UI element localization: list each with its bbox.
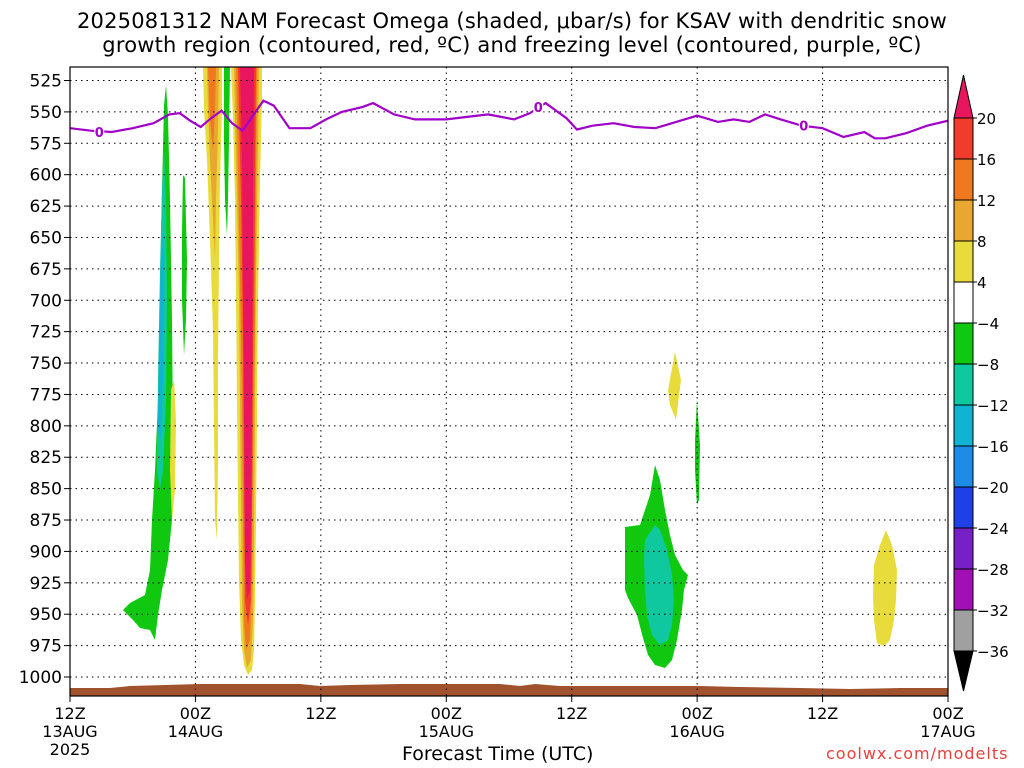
colorbar-cap-top xyxy=(953,74,974,119)
colorbar-label: −36 xyxy=(977,643,1009,661)
chart-title-line1: 2025081312 NAM Forecast Omega (shaded, μ… xyxy=(76,9,948,33)
y-tick-label: 1000 xyxy=(19,668,62,688)
omega-region-pink-main xyxy=(240,67,254,600)
omega-region-green-west xyxy=(123,85,173,640)
colorbar-swatch xyxy=(953,240,974,283)
plot-frame xyxy=(69,66,949,697)
x-tick-label: 12Z xyxy=(807,704,838,723)
colorbar-swatch xyxy=(953,486,974,529)
x-tick-date: 17AUG xyxy=(920,722,975,741)
colorbar-swatch xyxy=(953,322,974,365)
colorbar-label: 20 xyxy=(977,110,996,128)
freezing-level-label-bg xyxy=(798,118,809,132)
y-tick-label: 850 xyxy=(30,480,62,500)
x-tick-label: 00Z xyxy=(180,704,211,723)
colorbar-swatch xyxy=(953,117,974,160)
x-tick-label: 00Z xyxy=(932,704,963,723)
y-tick-label: 675 xyxy=(30,260,62,280)
omega-region-orange2-14aug xyxy=(208,67,216,150)
y-tick-label: 725 xyxy=(30,323,62,343)
y-tick-label: 800 xyxy=(30,417,62,437)
colorbar-label: 12 xyxy=(977,192,996,210)
colorbar-label: 4 xyxy=(977,274,987,292)
x-tick-label: 12Z xyxy=(54,704,85,723)
terrain-surface xyxy=(70,684,948,696)
colorbar-swatch xyxy=(953,199,974,242)
freezing-level-label-bg xyxy=(533,99,544,113)
colorbar-label: −4 xyxy=(977,315,999,333)
colorbar-swatch xyxy=(953,404,974,447)
credit-link[interactable]: coolwx.com/modelts xyxy=(826,744,1009,763)
x-tick-label: 12Z xyxy=(556,704,587,723)
colorbar-swatch xyxy=(953,568,974,611)
y-tick-label: 825 xyxy=(30,448,62,468)
x-tick-date: 16AUG xyxy=(669,722,724,741)
y-tick-label: 775 xyxy=(30,385,62,405)
x-tick-date: 14AUG xyxy=(168,722,223,741)
colorbar: 20 16 12 8 4 −4 −8 −12 −16 −20 −24 −28 −32 −36 xyxy=(953,74,1009,692)
x-tick-label: 00Z xyxy=(681,704,712,723)
x-tick-year: 2025 xyxy=(50,740,91,759)
freezing-level-label: 0 xyxy=(95,126,104,141)
colorbar-label: −8 xyxy=(977,356,999,374)
colorbar-swatch xyxy=(953,609,974,652)
plot-area xyxy=(70,67,948,696)
colorbar-swatch xyxy=(953,281,974,324)
y-tick-label: 950 xyxy=(30,605,62,625)
freezing-level-label: 0 xyxy=(799,120,808,135)
y-tick-label: 550 xyxy=(30,103,62,123)
colorbar-label: −28 xyxy=(977,561,1009,579)
colorbar-swatch xyxy=(953,158,974,201)
y-tick-label: 975 xyxy=(30,637,62,657)
colorbar-label: −20 xyxy=(977,479,1009,497)
horizontal-gridlines xyxy=(70,80,948,678)
x-tick-date: 13AUG xyxy=(42,722,97,741)
x-tick-label: 12Z xyxy=(305,704,336,723)
omega-region-yellow-14aug xyxy=(203,67,222,540)
colorbar-label: −16 xyxy=(977,438,1009,456)
omega-region-yellow-17aug xyxy=(873,530,897,646)
colorbar-label: 8 xyxy=(977,233,987,251)
omega-region-yellow-thin xyxy=(170,380,176,520)
y-tick-label: 700 xyxy=(30,291,62,311)
omega-region-green-thin xyxy=(182,175,187,355)
x-axis-title: Forecast Time (UTC) xyxy=(402,743,594,765)
omega-region-teal-16aug xyxy=(644,525,674,645)
colorbar-cap-bottom xyxy=(953,650,974,692)
y-tick-label: 750 xyxy=(30,354,62,374)
colorbar-swatch xyxy=(953,363,974,406)
omega-region-yellow-16aug-mid xyxy=(668,352,681,420)
colorbar-label: −32 xyxy=(977,602,1009,620)
y-tick-label: 875 xyxy=(30,511,62,531)
y-tick-label: 525 xyxy=(30,72,62,92)
omega-region-green-14aug xyxy=(224,67,230,236)
freezing-level-label: 0 xyxy=(534,101,543,116)
omega-shading xyxy=(70,67,948,696)
colorbar-label: −24 xyxy=(977,520,1009,538)
y-tick-label: 925 xyxy=(30,574,62,594)
x-tick-label: 00Z xyxy=(431,704,462,723)
vertical-gridlines xyxy=(194,67,824,696)
y-tick-label: 600 xyxy=(30,166,62,186)
colorbar-label: 16 xyxy=(977,151,996,169)
y-tick-label: 900 xyxy=(30,542,62,562)
colorbar-swatch xyxy=(953,527,974,570)
y-tick-label: 625 xyxy=(30,197,62,217)
x-tick-date: 15AUG xyxy=(419,722,474,741)
colorbar-label: −12 xyxy=(977,397,1009,415)
freezing-level-label-bg xyxy=(94,124,105,138)
y-tick-label: 650 xyxy=(30,228,62,248)
omega-region-cyan-west xyxy=(158,230,164,440)
y-axis: 525 550 575 600 625 650 675 700 725 750 775 800 825 8… xyxy=(19,72,70,688)
freezing-level-contour xyxy=(70,99,948,140)
freezing-level-labels: 0 0 0 xyxy=(94,99,809,141)
chart-title-line2: growth region (contoured, red, ºC) and f… xyxy=(102,33,922,57)
y-tick-label: 575 xyxy=(30,134,62,154)
colorbar-swatch xyxy=(953,445,974,488)
